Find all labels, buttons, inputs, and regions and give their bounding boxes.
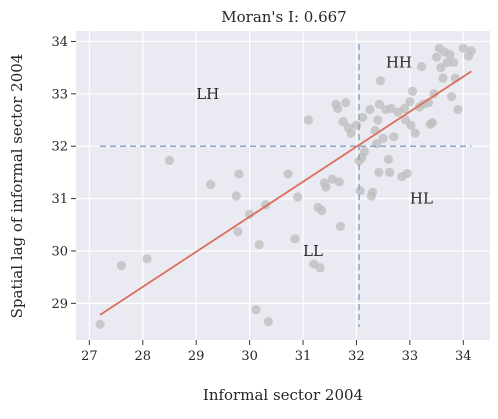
- regression-line: [99, 70, 472, 316]
- data-point: [383, 154, 394, 164]
- x-tick-label: 34: [455, 349, 472, 364]
- data-point: [438, 73, 448, 83]
- data-point: [95, 319, 105, 329]
- data-point: [317, 206, 327, 216]
- data-point: [431, 52, 442, 62]
- data-point: [359, 146, 370, 157]
- chart-title: Moran's I: 0.667: [221, 8, 346, 26]
- plot-area: [76, 31, 490, 340]
- data-point: [164, 155, 175, 165]
- y-axis-title: Spatial lag of informal sector 2004: [8, 54, 26, 319]
- data-point: [335, 221, 346, 231]
- data-point: [407, 86, 418, 96]
- y-tick-label: 32: [51, 140, 68, 155]
- x-tick-label: 29: [188, 349, 205, 364]
- quadrant-labels: HH LH HL LL: [196, 53, 433, 260]
- data-point: [384, 167, 395, 178]
- quadrant-label: LH: [196, 85, 219, 103]
- data-point: [365, 104, 375, 115]
- data-point: [283, 169, 293, 179]
- tick-labels: 27 28 29 30 31 32 33 34 29 30 31 32 33 34: [51, 35, 471, 364]
- data-point: [327, 174, 338, 184]
- data-point: [293, 192, 303, 202]
- data-point: [402, 168, 412, 179]
- data-point: [321, 182, 331, 192]
- y-tick-label: 31: [51, 192, 68, 207]
- data-point: [399, 103, 410, 114]
- data-point: [206, 179, 216, 190]
- data-point: [458, 43, 468, 53]
- y-tick-label: 30: [51, 244, 68, 259]
- data-point: [389, 132, 399, 142]
- data-point: [367, 187, 378, 197]
- data-point: [436, 63, 446, 73]
- y-tick-label: 29: [51, 297, 68, 312]
- data-point: [410, 128, 420, 138]
- y-tick-label: 33: [51, 87, 68, 102]
- quadrant-label: HH: [386, 53, 412, 71]
- x-tick-label: 32: [348, 349, 365, 364]
- x-tick-label: 31: [295, 349, 312, 364]
- data-point: [406, 120, 416, 130]
- data-point: [445, 49, 455, 60]
- data-point: [446, 91, 457, 102]
- data-point: [338, 117, 348, 127]
- data-point: [303, 115, 313, 125]
- data-point: [374, 167, 384, 178]
- x-tick-label: 33: [402, 349, 419, 364]
- data-point: [449, 57, 459, 68]
- data-point: [290, 234, 300, 244]
- data-point: [346, 128, 356, 138]
- data-point: [116, 261, 127, 271]
- data-point: [263, 317, 273, 327]
- data-point: [334, 177, 344, 187]
- data-point: [341, 98, 351, 108]
- data-point: [373, 115, 383, 125]
- data-point: [245, 209, 255, 219]
- x-axis-title: Informal sector 2004: [203, 386, 363, 404]
- quadrant-label: LL: [303, 242, 323, 260]
- data-point: [405, 97, 415, 107]
- y-tick-label: 34: [51, 35, 68, 50]
- data-point: [233, 226, 243, 237]
- data-point: [315, 263, 325, 273]
- x-tick-label: 27: [81, 349, 98, 364]
- data-point: [442, 57, 452, 68]
- data-point: [466, 46, 476, 56]
- data-point: [358, 112, 368, 123]
- data-point: [234, 169, 244, 179]
- data-point: [231, 191, 241, 201]
- data-point: [355, 186, 365, 196]
- data-point: [142, 254, 152, 264]
- data-point: [429, 89, 439, 99]
- x-tick-label: 30: [241, 349, 258, 364]
- data-point: [251, 305, 261, 315]
- data-point: [427, 118, 437, 128]
- fit-line: [99, 70, 472, 316]
- data-point: [375, 76, 386, 86]
- x-tick-label: 28: [135, 349, 152, 364]
- quadrant-label: HL: [410, 190, 433, 208]
- data-point: [386, 103, 396, 114]
- data-point: [453, 104, 463, 115]
- data-point: [378, 133, 388, 143]
- data-point: [417, 62, 427, 72]
- data-point: [333, 103, 343, 114]
- data-point: [374, 99, 385, 109]
- mean-reference-lines: [100, 44, 472, 327]
- scatter-points: [95, 43, 476, 329]
- data-point: [254, 240, 264, 250]
